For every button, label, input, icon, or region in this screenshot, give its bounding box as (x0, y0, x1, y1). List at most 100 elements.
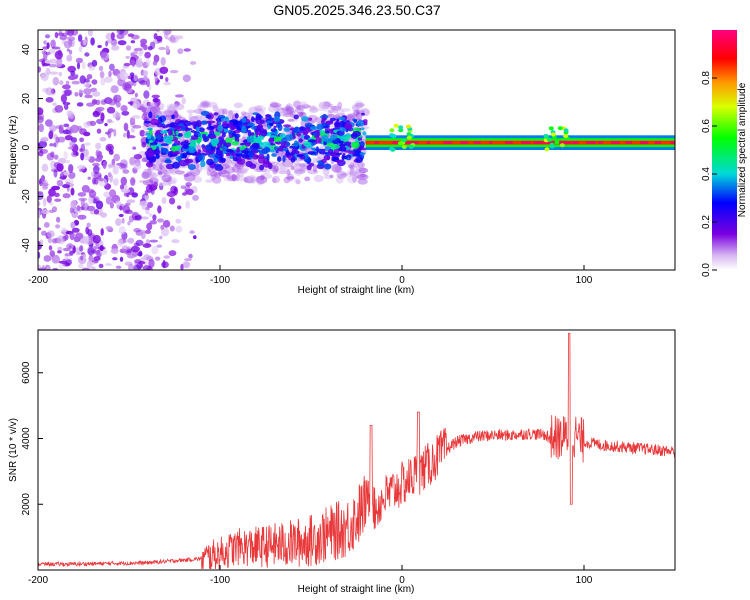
band-blob (228, 121, 234, 127)
noise-blob (63, 171, 70, 176)
bot-xtick-label: 0 (399, 575, 405, 586)
haze-blob (348, 171, 359, 176)
noise-blob (156, 244, 163, 248)
band-blob (164, 159, 172, 164)
noise-blob (99, 245, 104, 252)
noise-blob (159, 235, 163, 240)
band-blob (334, 121, 340, 128)
noise-blob (65, 259, 72, 266)
haze-blob (293, 100, 302, 109)
haze-blob (349, 167, 354, 177)
line-hot (670, 141, 675, 145)
band-blob (270, 128, 277, 133)
haze-blob (254, 105, 263, 112)
line-hot (610, 141, 620, 145)
noise-blob (141, 115, 145, 120)
noise-blob (115, 218, 122, 227)
noise-blob (122, 169, 130, 174)
noise-blob (145, 206, 150, 211)
haze-blob (154, 158, 165, 165)
noise-blob (41, 50, 47, 55)
haze-blob (162, 170, 170, 175)
band-blob (155, 153, 160, 159)
noise-blob (127, 221, 131, 226)
haze-blob (231, 165, 241, 173)
noise-blob (166, 191, 176, 198)
noise-blob (147, 46, 153, 51)
noise-blob (130, 177, 136, 186)
band-blob (144, 120, 151, 124)
line-hot (521, 141, 531, 145)
haze-blob (347, 113, 358, 118)
band-blob (186, 130, 191, 135)
haze-blob (178, 165, 189, 169)
noise-blob (124, 209, 133, 214)
noise-blob (46, 42, 50, 49)
noise-blob (175, 225, 183, 233)
noise-blob (97, 45, 102, 48)
noise-blob (65, 181, 71, 186)
haze-blob (309, 107, 319, 113)
noise-blob (55, 136, 60, 144)
haze-blob (272, 178, 277, 183)
band-blob (162, 135, 172, 143)
noise-blob (190, 61, 197, 65)
noise-blob (181, 97, 186, 105)
noise-blob (110, 40, 118, 47)
noise-blob (192, 194, 199, 201)
band-blob (155, 134, 162, 140)
noise-blob (90, 87, 97, 92)
haze-blob (285, 103, 293, 113)
noise-blob (139, 263, 143, 268)
band-blob (226, 142, 232, 147)
noise-blob (94, 157, 103, 163)
noise-blob (189, 230, 195, 234)
haze-blob (340, 110, 345, 117)
noise-blob (182, 261, 191, 269)
haze-blob (318, 101, 331, 110)
haze-blob (167, 105, 177, 114)
noise-blob (103, 191, 111, 198)
haze-blob (199, 100, 212, 109)
band-blob (215, 117, 222, 122)
noise-blob (102, 160, 107, 170)
haze-blob (312, 157, 317, 163)
haze-blob (238, 175, 245, 182)
noise-blob (130, 245, 140, 253)
noise-blob (148, 213, 153, 217)
haze-blob (269, 101, 279, 109)
haze-blob (221, 108, 228, 115)
noise-blob (41, 175, 45, 184)
band-blob (345, 146, 351, 151)
haze-blob (359, 173, 367, 178)
haze-blob (157, 168, 167, 178)
band-blob (266, 142, 271, 147)
haze-blob (169, 167, 179, 175)
snr-ylabel: SNR (10 * v/v) (8, 418, 19, 482)
noise-blob (67, 146, 74, 150)
band-blob (190, 130, 196, 133)
noise-blob (79, 137, 84, 143)
noise-blob (45, 51, 51, 56)
haze-blob (357, 107, 365, 112)
noise-blob (40, 183, 49, 187)
haze-blob (207, 101, 218, 108)
haze-blob (304, 176, 311, 182)
noise-blob (193, 235, 197, 240)
top-xtick-label: 0 (399, 275, 405, 286)
band-blob (217, 124, 224, 132)
haze-blob (223, 166, 236, 174)
haze-blob (337, 101, 343, 109)
band-blob (175, 130, 179, 136)
line-hot (426, 141, 430, 145)
noise-blob (144, 260, 148, 267)
haze-blob (283, 176, 290, 184)
noise-blob (145, 59, 151, 67)
noise-blob (137, 57, 143, 62)
band-blob (329, 117, 336, 122)
noise-blob (149, 239, 159, 243)
noise-blob (52, 102, 57, 106)
noise-blob (46, 265, 51, 270)
haze-blob (358, 167, 369, 174)
